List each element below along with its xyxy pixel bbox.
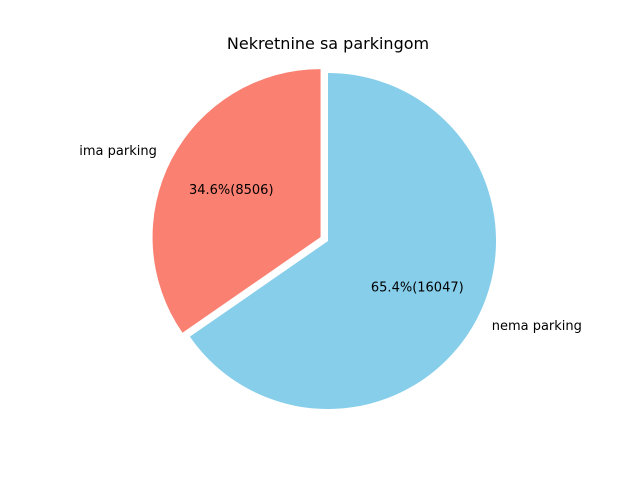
pie-slice-nema-parking [189, 73, 497, 409]
pie-slice-ima-parking [152, 69, 321, 333]
chart-title: Nekretnine sa parkingom [227, 34, 429, 53]
pie-percent-label: 65.4%(16047) [371, 280, 464, 295]
pie-labels: 65.4%(16047) nema parking 34.6%(8506) ima p… [79, 144, 582, 334]
pie-category-label: nema parking [492, 319, 582, 334]
pie-percent-label: 34.6%(8506) [189, 183, 274, 198]
pie-slices [152, 69, 497, 409]
pie-category-label: ima parking [79, 144, 157, 159]
